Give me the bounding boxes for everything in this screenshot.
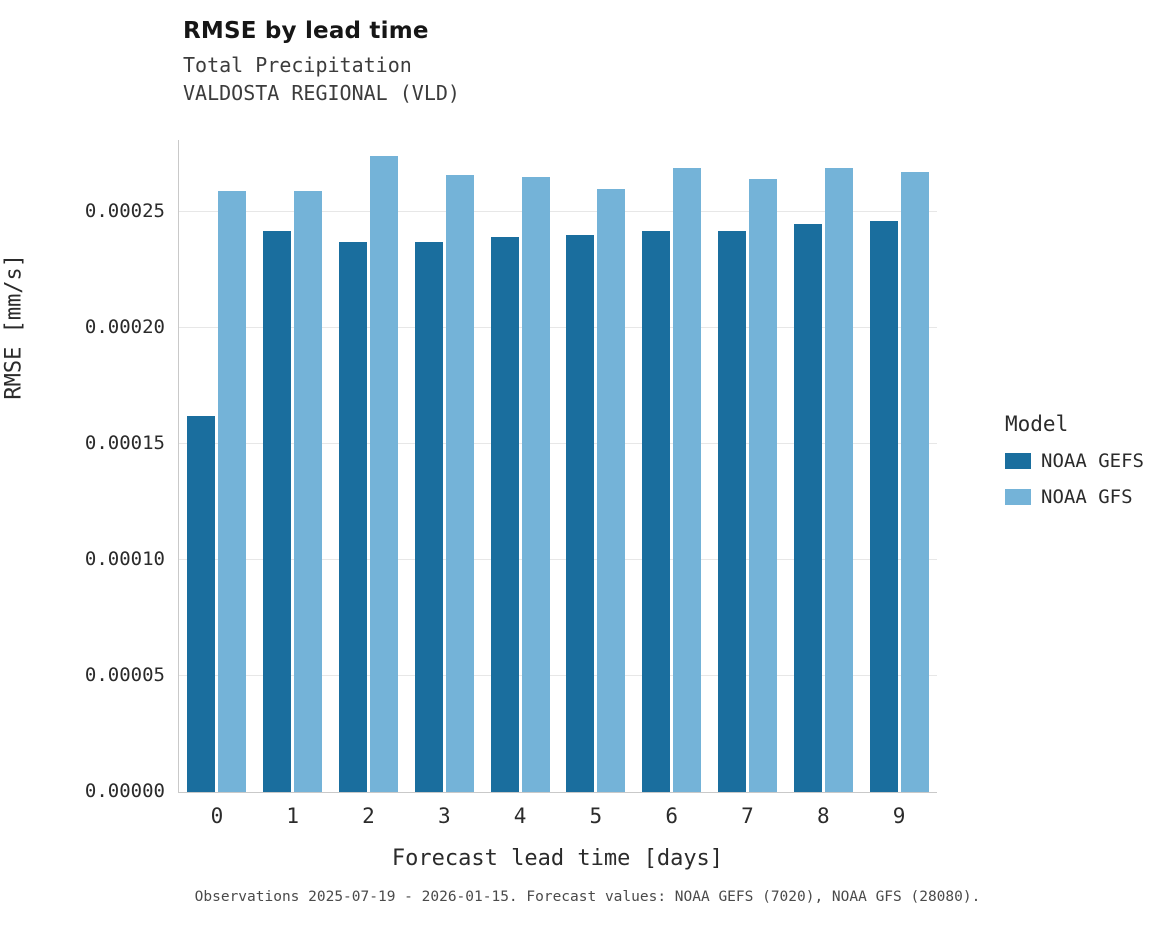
gridline: 0.00015	[85, 432, 937, 454]
x-tick-label: 7	[741, 804, 754, 828]
y-tick-label: 0.00005	[84, 664, 165, 686]
bar-group: 1	[263, 140, 323, 828]
legend-swatch	[1005, 489, 1031, 505]
bar-noaa-gfs	[900, 172, 929, 792]
bar-noaa-gefs	[793, 223, 822, 792]
x-tick-label: 9	[892, 804, 906, 828]
bar-noaa-gefs	[869, 221, 898, 792]
bar-group: 4	[490, 140, 550, 828]
y-tick-label: 0.00000	[84, 780, 165, 802]
x-tick-label: 5	[589, 804, 603, 828]
y-tick-label: 0.00015	[84, 431, 165, 454]
bar-group: 7	[717, 140, 777, 828]
bar-noaa-gefs	[263, 230, 292, 792]
bar-noaa-gfs	[445, 174, 474, 792]
gridline: 0.00005	[85, 664, 937, 686]
bar-group: 9	[869, 140, 929, 828]
bar-noaa-gfs	[218, 191, 247, 792]
x-tick-label: 2	[362, 804, 375, 828]
bar-noaa-gefs	[490, 237, 519, 792]
bar-noaa-gfs	[294, 191, 323, 792]
gridline: 0.00020	[85, 316, 937, 338]
legend-item: NOAA GEFS	[1005, 450, 1144, 472]
gridline: 0.00010	[85, 548, 937, 570]
chart-subtitle: Total Precipitation VALDOSTA REGIONAL (V…	[183, 51, 460, 107]
y-tick-label: 0.00010	[84, 547, 165, 570]
legend-label: NOAA GFS	[1041, 486, 1133, 508]
caption: Observations 2025-07-19 - 2026-01-15. Fo…	[194, 889, 981, 905]
bar-noaa-gefs	[187, 416, 216, 792]
gridline: 0.00000	[85, 780, 937, 802]
bar-noaa-gfs	[673, 167, 702, 792]
x-tick-label: 0	[210, 804, 224, 828]
bar-group: 8	[793, 140, 853, 828]
y-tick-label: 0.00025	[84, 199, 165, 222]
bar-group: 2	[338, 140, 398, 828]
bar-noaa-gfs	[369, 156, 398, 792]
bar-noaa-gefs	[717, 230, 746, 792]
x-tick-label: 1	[286, 804, 300, 828]
chart-subtitle-line2: VALDOSTA REGIONAL (VLD)	[183, 81, 460, 105]
legend-title: Model	[1005, 412, 1069, 436]
plot-area: 0.00000 0.00005 0.00010 0.00015 0.00020 0.000…	[85, 140, 937, 828]
y-axis-title: RMSE [mm/s]	[1, 253, 27, 400]
bar-group: 3	[414, 140, 474, 828]
bar-noaa-gefs	[642, 230, 671, 792]
legend: Model NOAA GEFS NOAA GFS	[1005, 412, 1144, 522]
legend-label: NOAA GEFS	[1041, 450, 1144, 472]
legend-item: NOAA GFS	[1005, 486, 1144, 508]
bar-noaa-gefs	[414, 242, 443, 792]
gridline: 0.00025	[85, 200, 937, 222]
x-axis-title: Forecast lead time [days]	[391, 846, 724, 871]
chart-header: RMSE by lead time Total Precipitation VA…	[183, 18, 460, 107]
bar-group: 0	[187, 140, 247, 828]
bar-noaa-gefs	[566, 235, 595, 792]
x-tick-label: 6	[665, 804, 678, 828]
legend-swatch	[1005, 453, 1031, 469]
y-tick-label: 0.00020	[84, 315, 165, 338]
bar-group: 6	[642, 140, 702, 828]
x-tick-label: 8	[816, 804, 830, 828]
bars-container: 0 1 2 3 4 5 6 7 8 9	[179, 140, 937, 828]
x-tick-label: 4	[513, 804, 527, 828]
bar-noaa-gefs	[338, 242, 367, 792]
bar-noaa-gfs	[521, 177, 550, 792]
chart-title: RMSE by lead time	[183, 18, 429, 44]
chart-subtitle-line1: Total Precipitation	[183, 53, 412, 77]
legend-items: NOAA GEFS NOAA GFS	[1005, 450, 1144, 508]
bar-noaa-gfs	[748, 179, 777, 792]
x-tick-label: 3	[437, 804, 451, 828]
bar-noaa-gfs	[597, 188, 626, 792]
bar-group: 5	[566, 140, 626, 828]
bar-noaa-gfs	[824, 167, 853, 792]
